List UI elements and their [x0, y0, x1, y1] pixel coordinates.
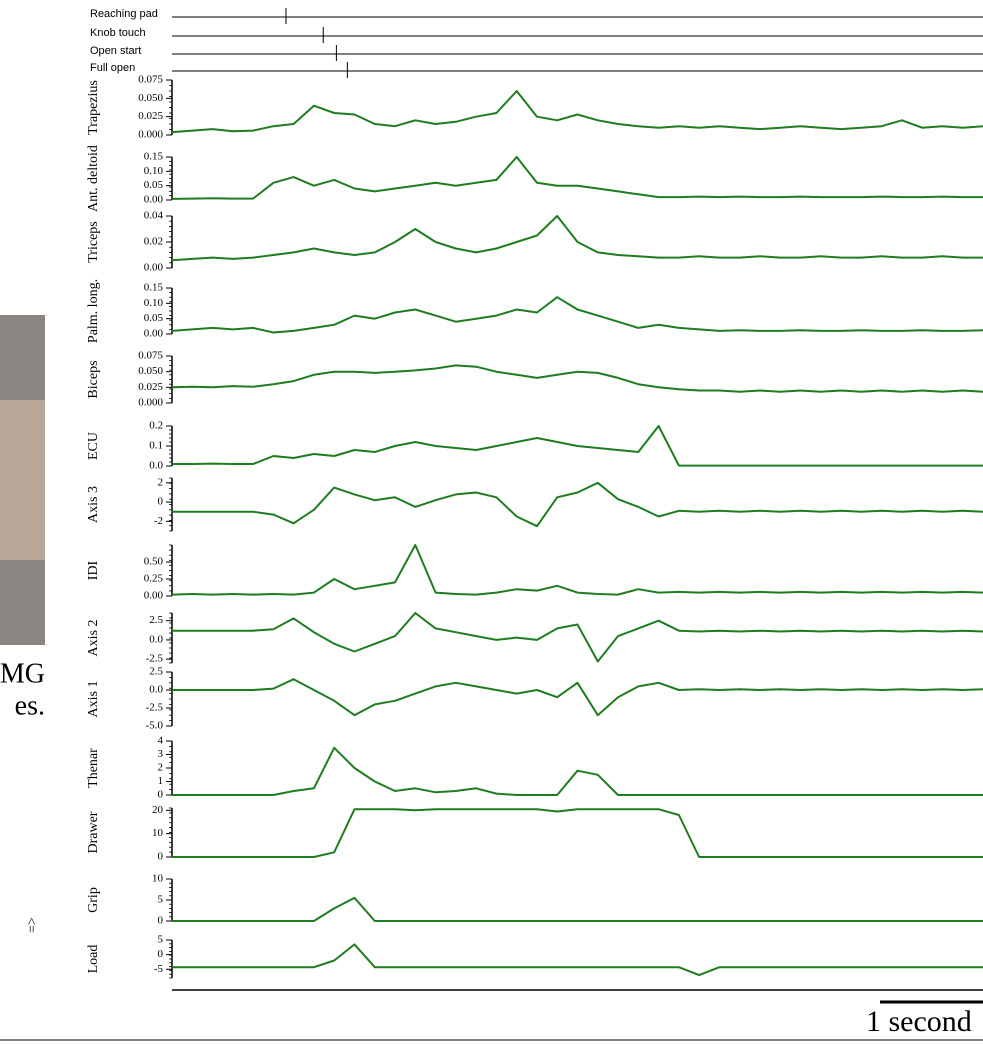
y-tick-label: 0.050	[138, 365, 163, 377]
y-tick-label: 0.00	[144, 590, 164, 602]
y-axis-label: Axis 2	[86, 620, 101, 657]
y-tick-label: 0.025	[138, 381, 163, 393]
signal-line	[172, 481, 983, 528]
event-label: Reaching pad	[90, 8, 158, 20]
caption-fragment: <=	[23, 917, 38, 933]
y-tick-label: 5	[158, 894, 164, 906]
y-tick-label: 0	[158, 496, 164, 508]
y-tick-label: 2.5	[149, 614, 163, 626]
signal-line	[171, 364, 983, 393]
y-tick-label: 0.0	[149, 684, 163, 696]
y-axis-label: Drawer	[86, 811, 101, 853]
y-tick-label: 0.10	[144, 165, 164, 177]
y-tick-label: 0.05	[144, 179, 164, 191]
y-tick-label: 2	[158, 476, 164, 488]
y-tick-label: 0.02	[144, 236, 163, 248]
y-tick-label: 10	[152, 873, 164, 885]
y-axis-label: Ant. deltoid	[86, 145, 101, 212]
y-tick-label: 0.0	[149, 633, 163, 645]
signal-line	[172, 612, 983, 663]
y-axis-label: Load	[86, 945, 101, 974]
y-axis-label: IDI	[86, 560, 101, 580]
photo-detail	[0, 400, 45, 560]
y-tick-label: 0	[158, 851, 164, 863]
y-axis-label: Grip	[86, 887, 101, 913]
y-axis-label: Biceps	[86, 360, 101, 398]
y-tick-label: 0.1	[149, 440, 163, 452]
y-tick-label: 2	[158, 762, 164, 774]
y-tick-label: 0	[158, 789, 164, 801]
y-tick-label: -2	[154, 515, 163, 527]
signal-line	[172, 425, 983, 467]
y-tick-label: 0.15	[144, 282, 164, 294]
y-axis-label: Trapezius	[86, 80, 101, 135]
signal-line	[172, 746, 983, 796]
signal-line	[171, 90, 983, 134]
event-label: Full open	[90, 62, 135, 74]
y-tick-label: 5	[158, 934, 164, 946]
y-tick-label: 1	[158, 775, 164, 787]
y-tick-label: 0.04	[144, 210, 164, 222]
signal-line	[172, 943, 983, 977]
y-axis-label: Thenar	[86, 748, 101, 788]
y-tick-label: 0.000	[138, 397, 163, 409]
y-axis-label: Axis 1	[86, 681, 101, 718]
event-label: Open start	[90, 45, 141, 57]
y-tick-label: 20	[152, 804, 164, 816]
y-tick-label: 0.050	[138, 92, 163, 104]
y-tick-label: 0.075	[138, 74, 163, 86]
y-tick-label: 0.00	[144, 328, 164, 340]
signal-line	[172, 808, 983, 858]
y-tick-label: -5.0	[146, 720, 164, 732]
y-tick-label: 0	[158, 915, 164, 927]
y-tick-label: 0.05	[144, 312, 164, 324]
y-axis-label: Triceps	[86, 221, 101, 263]
y-tick-label: -5	[154, 963, 164, 975]
y-tick-label: 0.2	[149, 420, 163, 432]
y-tick-label: 2.5	[149, 666, 163, 678]
event-label: Knob touch	[90, 27, 146, 39]
signal-line	[172, 896, 983, 922]
scale-bar-label: 1 second	[866, 1005, 972, 1038]
y-tick-label: 0.025	[138, 110, 163, 122]
y-tick-label: 0.25	[144, 573, 164, 585]
y-tick-label: 0.50	[144, 556, 164, 568]
y-tick-label: 0.10	[144, 297, 164, 309]
y-tick-label: 10	[152, 827, 164, 839]
signal-line	[171, 215, 983, 262]
signal-line	[171, 296, 983, 334]
y-tick-label: 0.00	[144, 262, 164, 274]
y-tick-label: 0	[158, 948, 164, 960]
y-tick-label: 0.00	[144, 194, 164, 206]
caption-fragment: MG	[0, 658, 45, 689]
y-tick-label: 3	[158, 748, 164, 760]
y-tick-label: -2.5	[146, 702, 164, 714]
y-tick-label: 0.075	[138, 350, 163, 362]
y-axis-label: ECU	[86, 432, 101, 460]
y-tick-label: -2.5	[146, 653, 164, 665]
signal-line	[172, 678, 983, 717]
y-axis-label: Axis 3	[86, 486, 101, 523]
y-tick-label: 0.000	[138, 129, 163, 141]
y-tick-label: 0.15	[144, 151, 164, 163]
signal-line	[171, 544, 983, 596]
y-tick-label: 0.0	[149, 460, 163, 472]
y-tick-label: 4	[158, 735, 164, 747]
caption-fragment: es.	[15, 690, 45, 721]
y-axis-label: Palm. long.	[86, 279, 101, 343]
signal-line	[171, 156, 983, 200]
